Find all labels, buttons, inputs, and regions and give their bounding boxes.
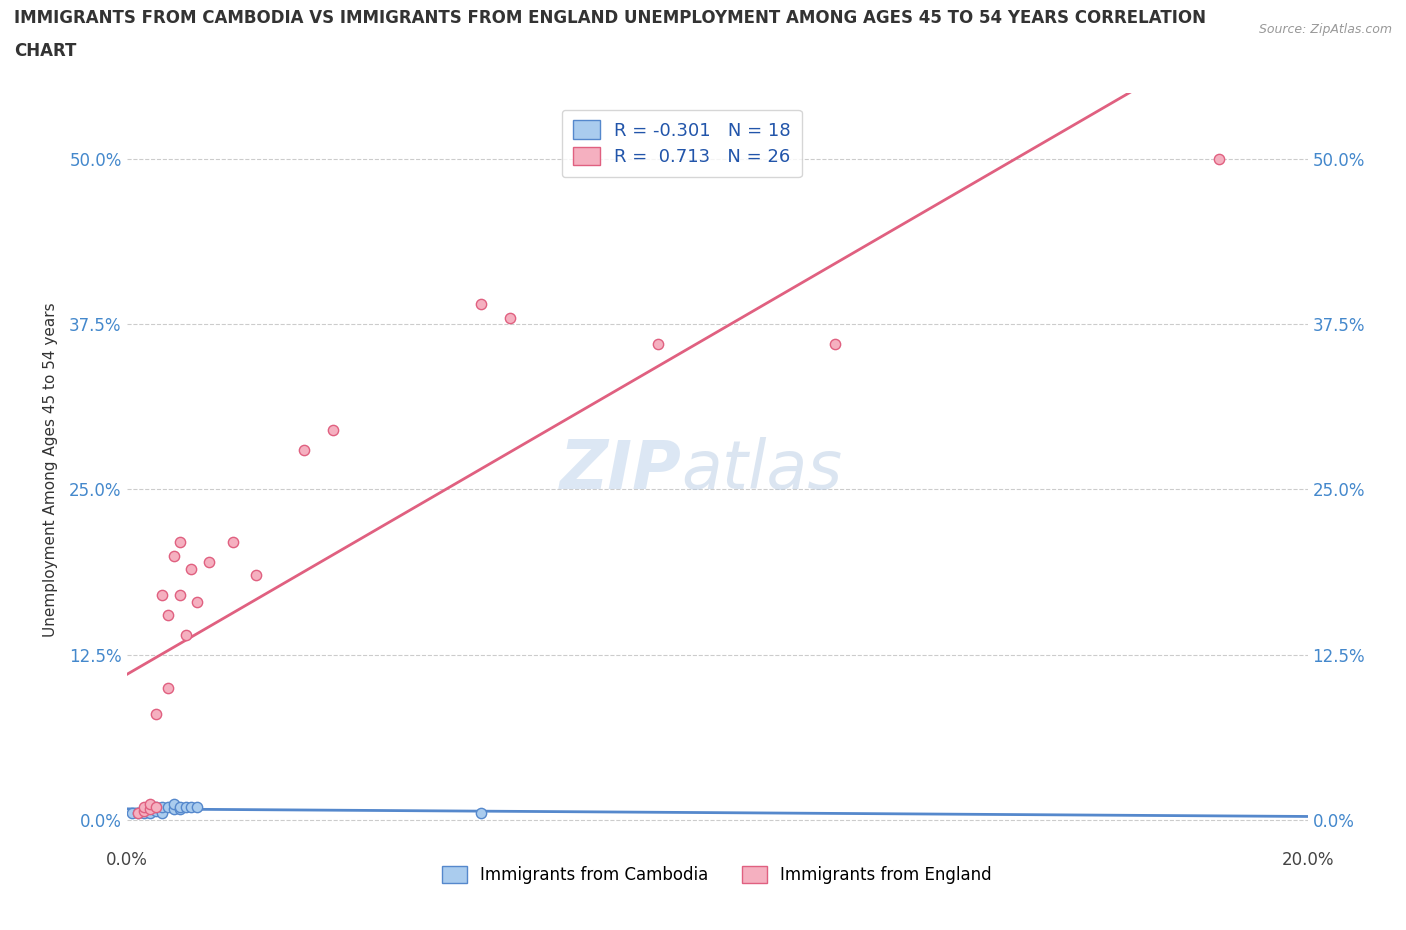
Point (139, 802, 162, 817)
Point (169, 799, 191, 814)
Point (180, 562, 202, 577)
Point (150, 588, 173, 603)
Point (647, 337, 669, 352)
Point (198, 554, 221, 569)
Point (169, 535, 191, 550)
Point (145, 707, 167, 722)
Point (499, 311, 522, 325)
Point (134, 805, 156, 820)
Text: ZIP: ZIP (560, 437, 682, 502)
Point (139, 805, 162, 820)
Point (121, 805, 143, 820)
Point (169, 588, 191, 603)
Point (127, 805, 149, 820)
Point (222, 535, 245, 550)
Text: IMMIGRANTS FROM CAMBODIA VS IMMIGRANTS FROM ENGLAND UNEMPLOYMENT AMONG AGES 45 T: IMMIGRANTS FROM CAMBODIA VS IMMIGRANTS F… (14, 9, 1206, 27)
Point (145, 799, 167, 814)
Point (470, 297, 492, 312)
Point (145, 799, 167, 814)
Point (127, 805, 149, 820)
Point (156, 607, 179, 622)
Legend: Immigrants from Cambodia, Immigrants from England: Immigrants from Cambodia, Immigrants fro… (436, 859, 998, 891)
Y-axis label: Unemployment Among Ages 45 to 54 years: Unemployment Among Ages 45 to 54 years (44, 302, 58, 637)
Point (145, 804, 167, 818)
Point (139, 797, 162, 812)
Point (156, 680, 179, 695)
Point (134, 799, 156, 814)
Point (180, 799, 202, 814)
Point (470, 805, 492, 820)
Text: atlas: atlas (682, 437, 842, 502)
Point (245, 568, 267, 583)
Point (186, 594, 208, 609)
Point (150, 799, 173, 814)
Point (322, 422, 344, 437)
Point (1208, 152, 1230, 166)
Point (186, 799, 208, 814)
Point (824, 337, 846, 352)
Point (163, 797, 186, 812)
Point (139, 799, 162, 814)
Point (156, 799, 179, 814)
Point (169, 802, 191, 817)
Point (292, 443, 315, 458)
Text: CHART: CHART (14, 42, 76, 60)
Point (163, 802, 186, 817)
Point (150, 805, 173, 820)
Point (174, 628, 197, 643)
Point (174, 799, 197, 814)
Text: Source: ZipAtlas.com: Source: ZipAtlas.com (1258, 23, 1392, 36)
Point (163, 548, 186, 563)
Point (134, 804, 156, 818)
